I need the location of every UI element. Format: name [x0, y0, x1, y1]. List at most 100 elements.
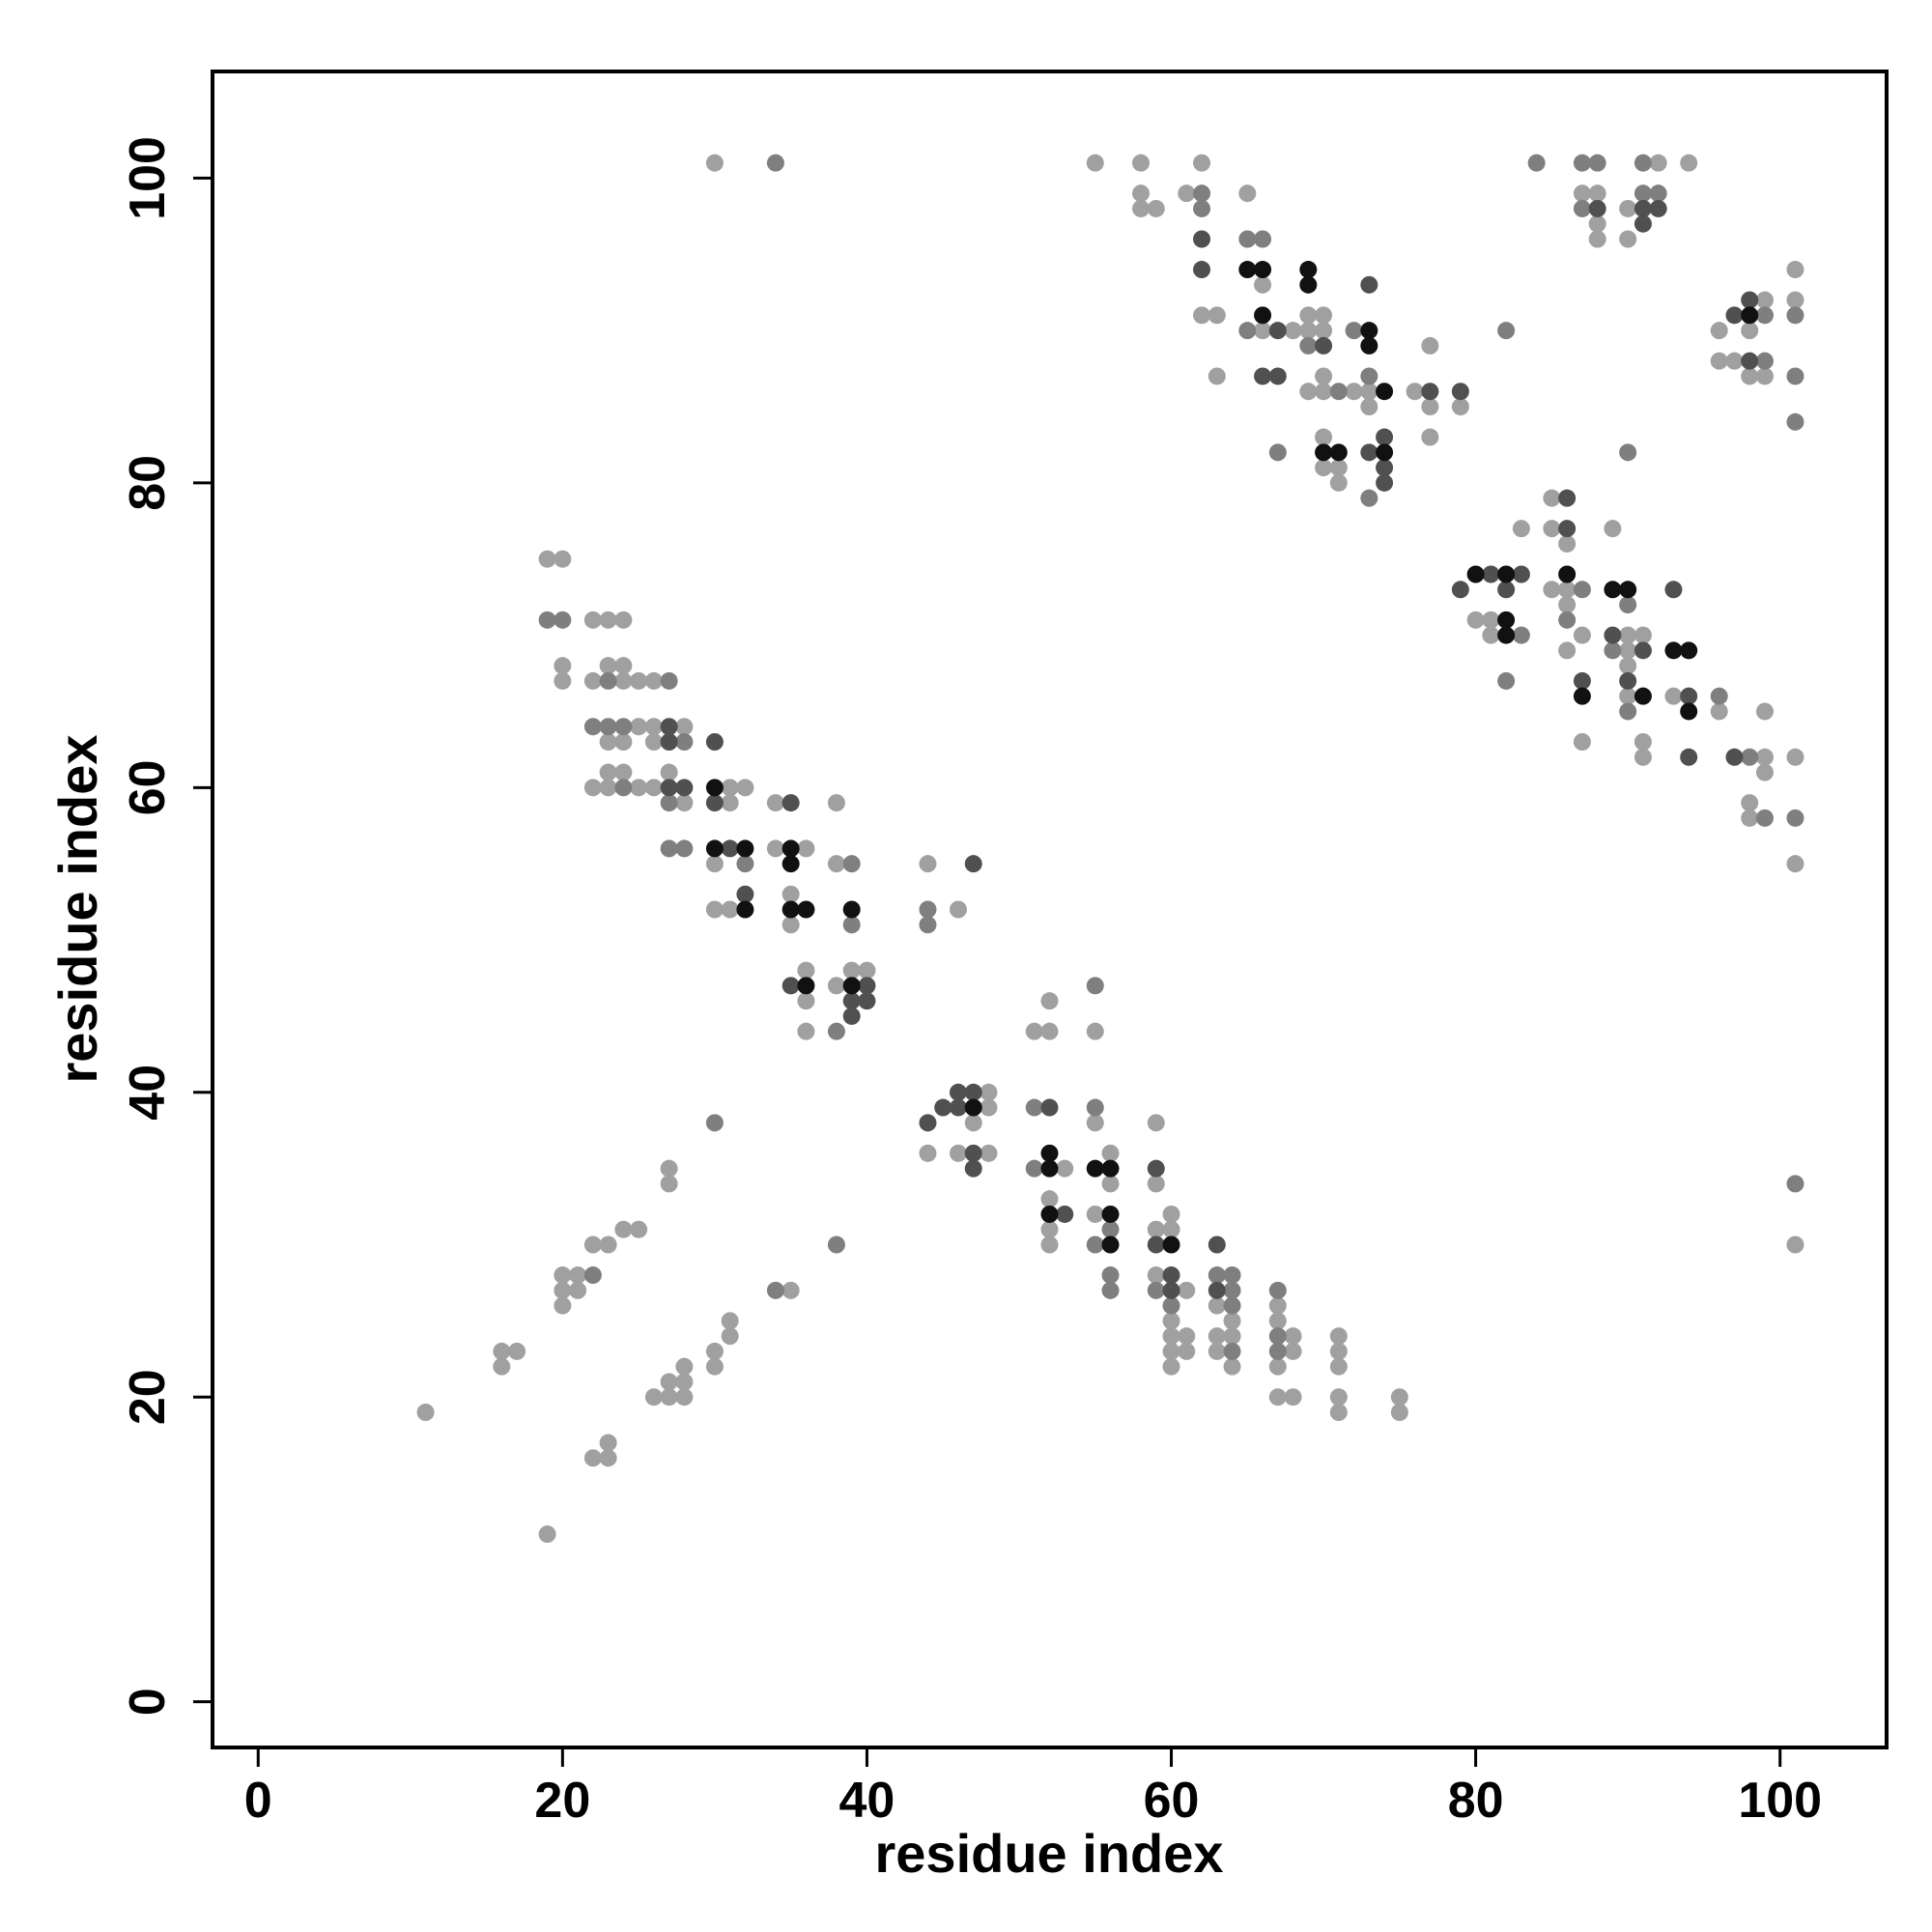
point: [583, 1236, 602, 1254]
point: [842, 992, 861, 1010]
point: [1680, 687, 1698, 705]
point: [1238, 322, 1257, 340]
point: [1421, 383, 1439, 401]
point: [1725, 352, 1744, 370]
point: [1406, 383, 1424, 401]
point: [1634, 733, 1652, 751]
point: [1573, 581, 1591, 599]
point: [599, 671, 617, 690]
point: [705, 839, 724, 858]
point: [934, 1098, 952, 1117]
point: [980, 1144, 998, 1162]
point: [1664, 687, 1683, 705]
point: [1619, 230, 1637, 248]
point: [1329, 383, 1348, 401]
point: [1360, 336, 1378, 355]
point: [858, 977, 876, 995]
point: [1786, 809, 1804, 827]
point: [919, 916, 937, 934]
point: [1497, 611, 1516, 629]
point: [1360, 398, 1378, 415]
point: [1497, 322, 1516, 340]
point: [1786, 412, 1804, 431]
point: [1162, 1205, 1180, 1223]
point: [1543, 489, 1561, 507]
point: [1421, 336, 1439, 355]
point: [1208, 1236, 1226, 1254]
point: [660, 1175, 678, 1193]
point: [1040, 992, 1059, 1010]
point: [1558, 520, 1577, 538]
point: [1786, 1175, 1804, 1193]
point: [569, 1281, 587, 1299]
point: [781, 855, 800, 873]
point: [614, 611, 633, 629]
point: [1619, 671, 1637, 690]
point: [1147, 1175, 1165, 1193]
point: [980, 1098, 998, 1117]
point: [964, 1098, 982, 1117]
point: [1619, 641, 1637, 660]
y-tick-label: 20: [120, 1369, 176, 1425]
point: [1329, 1327, 1348, 1346]
point: [1254, 322, 1272, 340]
point: [660, 1159, 678, 1178]
point: [1634, 626, 1652, 644]
point: [1208, 1266, 1226, 1285]
point: [705, 154, 724, 172]
point: [1147, 1236, 1165, 1254]
point: [1208, 1281, 1226, 1299]
point: [583, 671, 602, 690]
point: [1025, 1022, 1043, 1040]
point: [842, 855, 861, 873]
point: [1147, 1266, 1165, 1285]
point: [1162, 1236, 1180, 1254]
point: [508, 1342, 526, 1360]
point: [1315, 306, 1333, 325]
point: [1558, 596, 1577, 614]
point: [1178, 185, 1196, 203]
point: [1162, 1327, 1180, 1346]
point: [630, 1220, 648, 1238]
point: [797, 992, 815, 1010]
point: [1315, 428, 1333, 446]
point: [1634, 199, 1652, 217]
point: [1512, 626, 1530, 644]
point: [736, 779, 754, 797]
point: [781, 916, 800, 934]
point: [1755, 367, 1774, 385]
point: [1086, 1114, 1104, 1132]
point: [1573, 626, 1591, 644]
point: [1741, 352, 1759, 370]
point: [1040, 1220, 1059, 1238]
point: [1512, 520, 1530, 538]
point: [644, 733, 663, 751]
y-tick-label: 60: [120, 759, 176, 815]
point: [675, 794, 694, 812]
point: [1664, 641, 1683, 660]
point: [1147, 1220, 1165, 1238]
point: [1178, 1342, 1196, 1360]
point: [1604, 641, 1622, 660]
y-tick-label: 80: [120, 455, 176, 511]
point: [569, 1266, 587, 1285]
point: [1497, 565, 1516, 583]
point: [1101, 1236, 1120, 1254]
point: [554, 1266, 572, 1285]
point: [721, 1327, 739, 1346]
point: [781, 977, 800, 995]
point: [1162, 1342, 1180, 1360]
point: [842, 977, 861, 995]
point: [1451, 581, 1469, 599]
y-tick-label: 40: [120, 1065, 176, 1121]
point: [1315, 336, 1333, 355]
point: [1329, 1404, 1348, 1421]
point: [675, 779, 694, 797]
point: [1223, 1312, 1241, 1330]
point: [1101, 1220, 1120, 1238]
point: [1040, 1190, 1059, 1208]
point: [1223, 1281, 1241, 1299]
point: [1254, 261, 1272, 279]
point: [1755, 291, 1774, 309]
y-tick-label: 0: [120, 1688, 176, 1716]
